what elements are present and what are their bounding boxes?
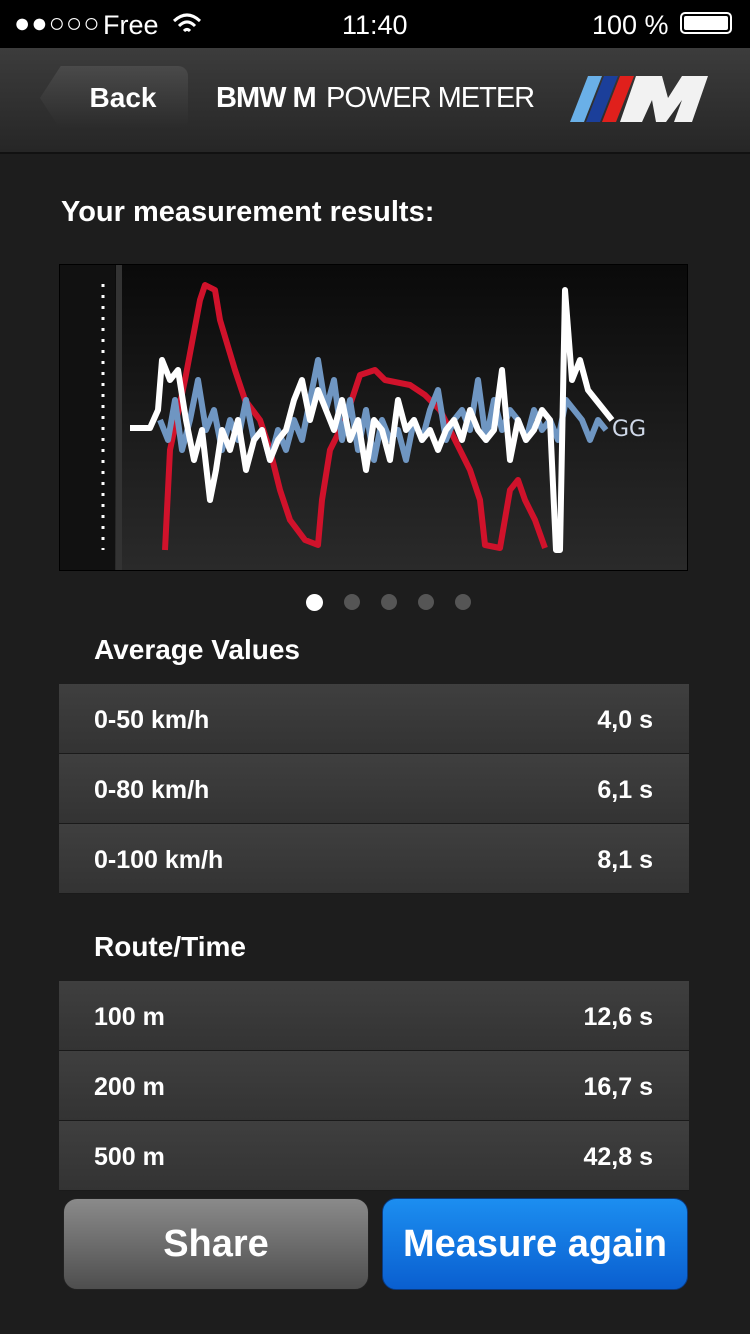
result-row: 100 m 12,6 s xyxy=(59,981,689,1051)
graph-label: GG xyxy=(612,417,646,442)
battery-icon xyxy=(680,12,732,34)
dot[interactable] xyxy=(344,594,360,610)
section-title: Average Values xyxy=(94,634,300,665)
share-button[interactable]: Share xyxy=(63,1198,369,1290)
nav-bar: Back BMW M POWER METER xyxy=(0,48,750,154)
row-label: 0-50 km/h xyxy=(94,706,210,734)
row-value: 8,1 s xyxy=(597,846,653,874)
wifi-icon xyxy=(172,13,202,33)
status-bar: ●●○○○ Free 11:40 100 % xyxy=(0,0,750,48)
time: 11:40 xyxy=(342,10,408,40)
row-label: 500 m xyxy=(94,1143,165,1171)
graph: GG xyxy=(59,264,688,571)
row-value: 4,0 s xyxy=(597,706,653,734)
dot[interactable] xyxy=(381,594,397,610)
row-value: 6,1 s xyxy=(597,776,653,804)
title-light: POWER METER xyxy=(326,82,535,114)
page-dots xyxy=(306,594,471,611)
carrier: Free xyxy=(103,10,159,40)
title-bold: BMW M xyxy=(216,82,317,114)
row-label: 0-80 km/h xyxy=(94,776,210,804)
row-value: 16,7 s xyxy=(583,1073,653,1101)
measure-again-button[interactable]: Measure again xyxy=(382,1198,688,1290)
result-row: 0-50 km/h 4,0 s xyxy=(59,684,689,754)
row-label: 200 m xyxy=(94,1073,165,1101)
results-heading: Your measurement results: xyxy=(61,196,435,228)
result-row: 0-80 km/h 6,1 s xyxy=(59,754,689,824)
row-label: 100 m xyxy=(94,1003,165,1031)
result-row: 200 m 16,7 s xyxy=(59,1051,689,1121)
result-row: 500 m 42,8 s xyxy=(59,1121,689,1191)
result-row: 0-100 km/h 8,1 s xyxy=(59,824,689,894)
row-label: 0-100 km/h xyxy=(94,846,224,874)
section-title: Route/Time xyxy=(94,931,246,962)
dot[interactable] xyxy=(455,594,471,610)
row-value: 12,6 s xyxy=(583,1003,653,1031)
m-logo xyxy=(570,76,708,122)
dot-active[interactable] xyxy=(306,594,323,611)
battery-text: 100 % xyxy=(592,10,669,40)
dot[interactable] xyxy=(418,594,434,610)
back-button[interactable]: Back xyxy=(40,66,188,130)
row-value: 42,8 s xyxy=(583,1143,653,1171)
signal: ●●○○○ xyxy=(14,8,101,38)
